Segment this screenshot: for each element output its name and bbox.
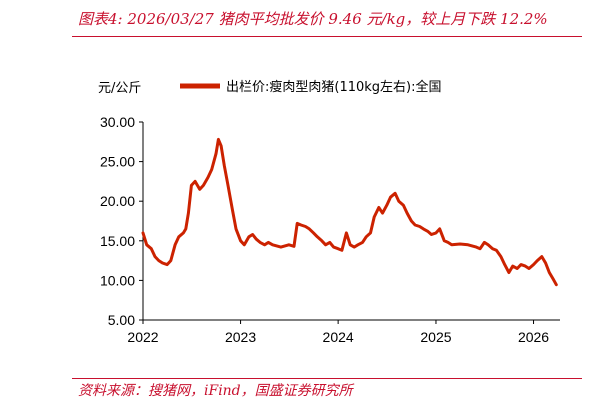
y-tick-label: 10.00 [100,272,135,288]
bottom-divider [72,378,582,379]
y-axis-unit-label: 元/公斤 [98,81,141,96]
y-tick-label: 25.00 [100,154,135,170]
y-tick-label: 20.00 [100,193,135,209]
x-tick-label: 2026 [518,329,549,345]
plot-area [141,137,558,287]
series-line [141,137,558,287]
axes [142,122,560,321]
x-tick-label: 2025 [420,329,451,345]
y-tick-label: 5.00 [108,312,135,328]
x-tick-label: 2024 [323,329,354,345]
y-axis-ticks: 5.00 10.00 15.00 20.00 25.00 30.00 [100,114,143,328]
x-tick-label: 2022 [127,329,158,345]
legend: 出栏价:瘦肉型肉猪(110kg左右):全国 [180,79,442,95]
top-divider [72,36,582,37]
source-note: 资料来源：搜猪网，iFind，国盛证券研究所 [78,383,353,399]
x-axis-ticks: 2022 2023 2024 2025 2026 [127,320,549,345]
y-tick-label: 30.00 [100,114,135,130]
legend-series-label: 出栏价:瘦肉型肉猪(110kg左右):全国 [226,79,442,95]
y-tick-label: 15.00 [100,233,135,249]
x-tick-label: 2023 [225,329,256,345]
figure-title: 图表4: 2026/03/27 猪肉平均批发价 9.46 元/kg，较上月下跌 … [78,10,548,28]
